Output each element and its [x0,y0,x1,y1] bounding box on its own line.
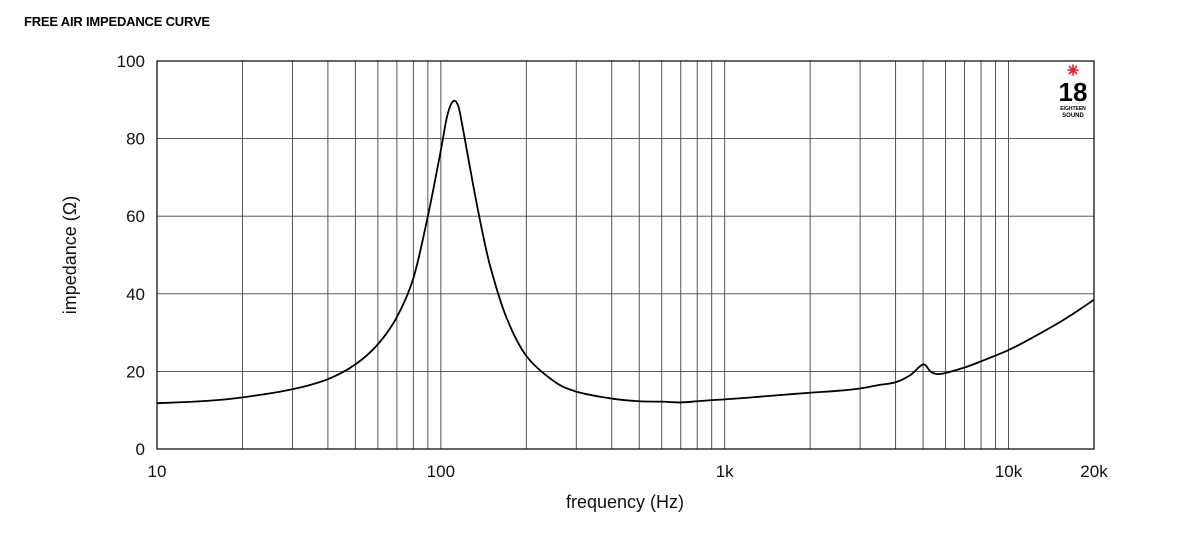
x-tick-label: 1k [716,462,734,481]
y-tick-label: 60 [126,207,145,226]
logo-text-line1: EIGHTEEN [1060,106,1086,112]
x-tick-label: 10 [148,462,167,481]
y-tick-label: 0 [136,440,145,459]
chart-title: FREE AIR IMPEDANCE CURVE [24,14,210,29]
y-axis-label: impedance (Ω) [60,196,80,315]
series-layer [156,99,1095,405]
y-tick-label: 40 [126,285,145,304]
x-tick-labels: 10 100 1k 10k 20k [148,462,1109,481]
grid [157,61,1094,449]
logo-text-line2: SOUND [1062,113,1084,119]
x-axis-label: frequency (Hz) [566,492,684,512]
y-tick-label: 100 [117,52,145,71]
brand-logo: 18 EIGHTEEN SOUND [1058,64,1088,122]
y-tick-label: 20 [126,362,145,381]
x-tick-label: 10k [995,462,1023,481]
y-tick-labels: 0 20 40 60 80 100 [117,52,145,459]
plot-frame [156,60,1095,450]
x-tick-label: 100 [427,462,455,481]
y-tick-label: 80 [126,130,145,149]
logo-star-icon [1067,64,1079,76]
impedance-series-line [156,99,1095,405]
logo-number: 18 [1059,77,1088,107]
x-tick-label: 20k [1080,462,1108,481]
